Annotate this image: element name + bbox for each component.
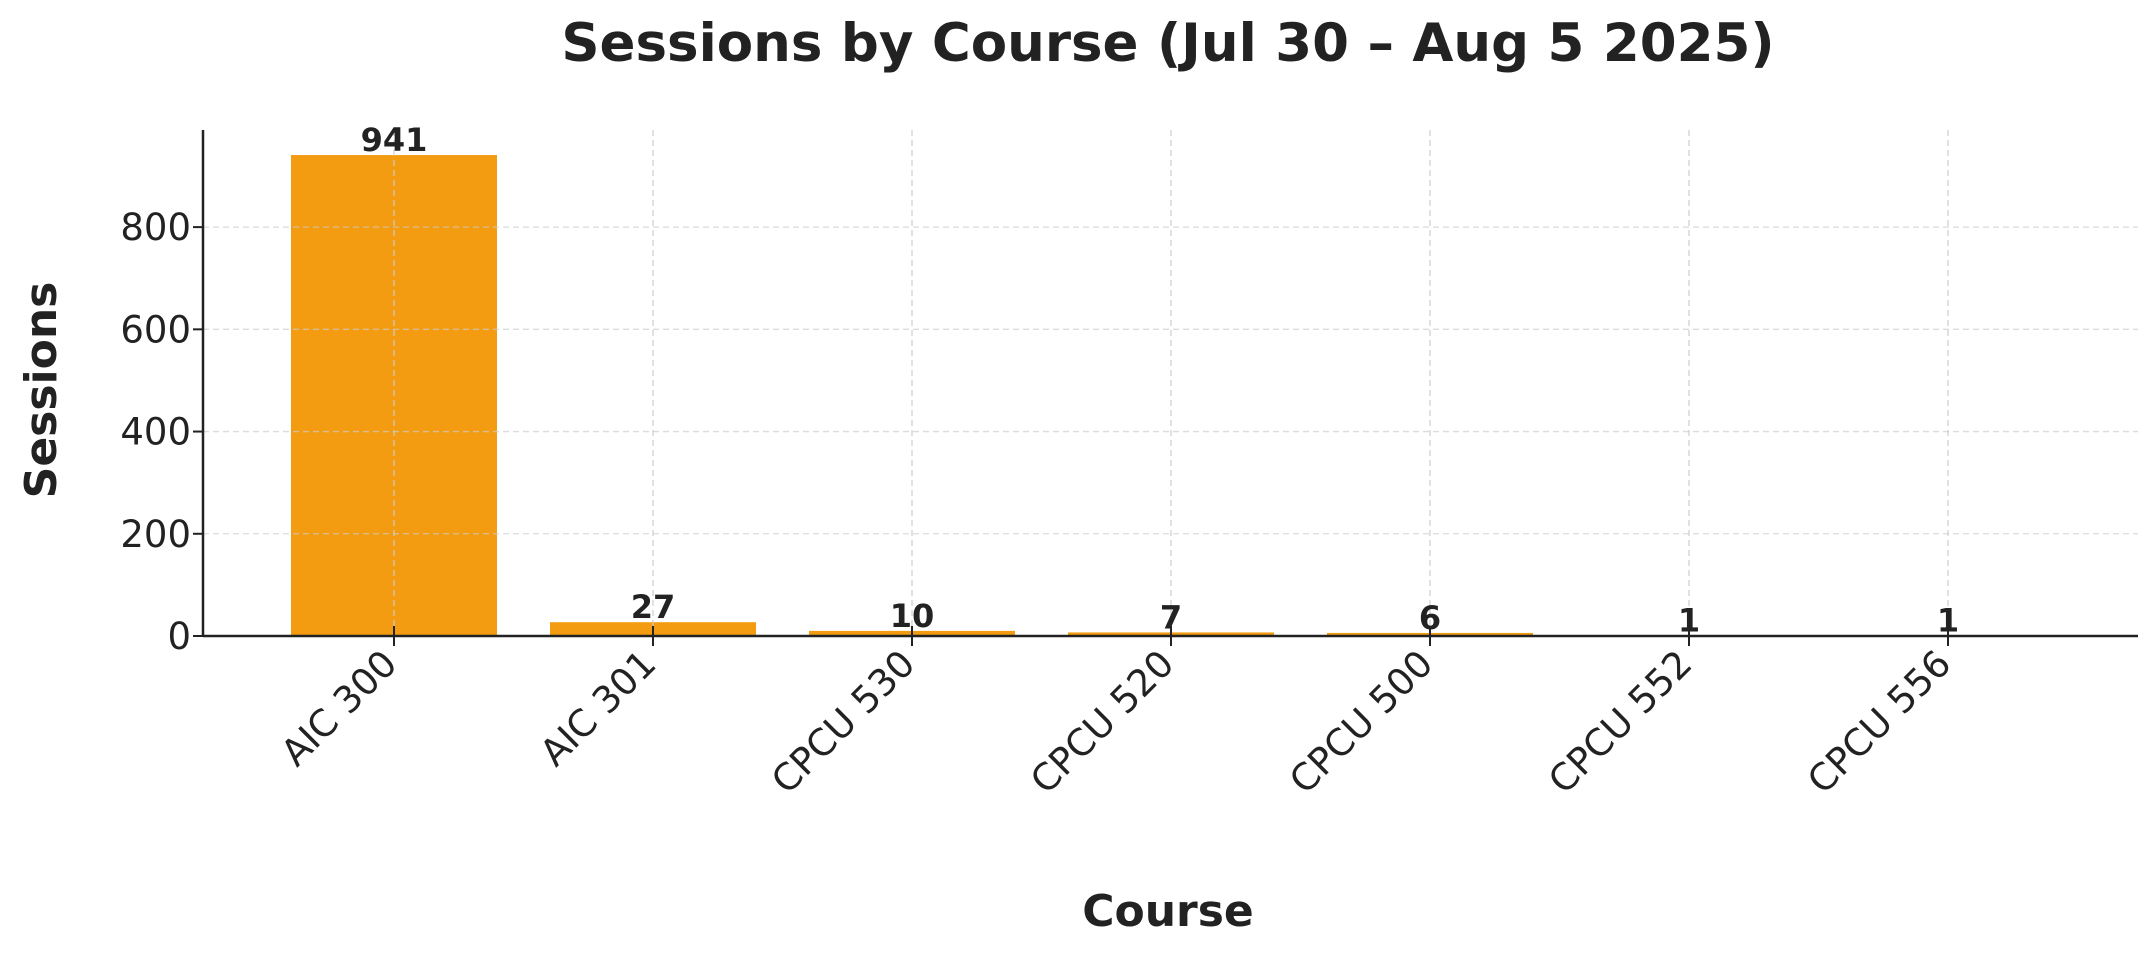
data-label: 7 — [1160, 598, 1182, 636]
labels-layer: 941 27 10 7 6 1 1 — [361, 121, 1960, 639]
grid-layer — [203, 130, 2138, 636]
data-label: 1 — [1678, 601, 1700, 639]
chart-title: Sessions by Course (Jul 30 – Aug 5 2025) — [561, 13, 1774, 74]
x-tick-label: CPCU 530 — [763, 642, 923, 802]
y-axis-label: Sessions — [16, 282, 67, 499]
y-tick-label: 200 — [120, 513, 191, 556]
y-tick-label: 0 — [167, 615, 191, 658]
data-label: 10 — [890, 597, 935, 635]
x-tick-label: CPCU 500 — [1281, 642, 1441, 802]
x-axis-label: Course — [1082, 886, 1254, 937]
data-label: 6 — [1419, 599, 1441, 637]
data-label: 27 — [631, 588, 676, 626]
data-label: 941 — [361, 121, 428, 159]
y-tick-label: 600 — [120, 308, 191, 351]
y-tick-label: 400 — [120, 411, 191, 454]
x-tick-label: CPCU 552 — [1540, 642, 1700, 802]
data-label: 1 — [1937, 601, 1959, 639]
x-tick-label: CPCU 556 — [1799, 642, 1959, 802]
x-tick-label: CPCU 520 — [1022, 642, 1182, 802]
x-tick-label: AIC 300 — [273, 642, 406, 775]
x-tick-label: AIC 301 — [532, 642, 665, 775]
y-tick-label: 800 — [120, 206, 191, 249]
